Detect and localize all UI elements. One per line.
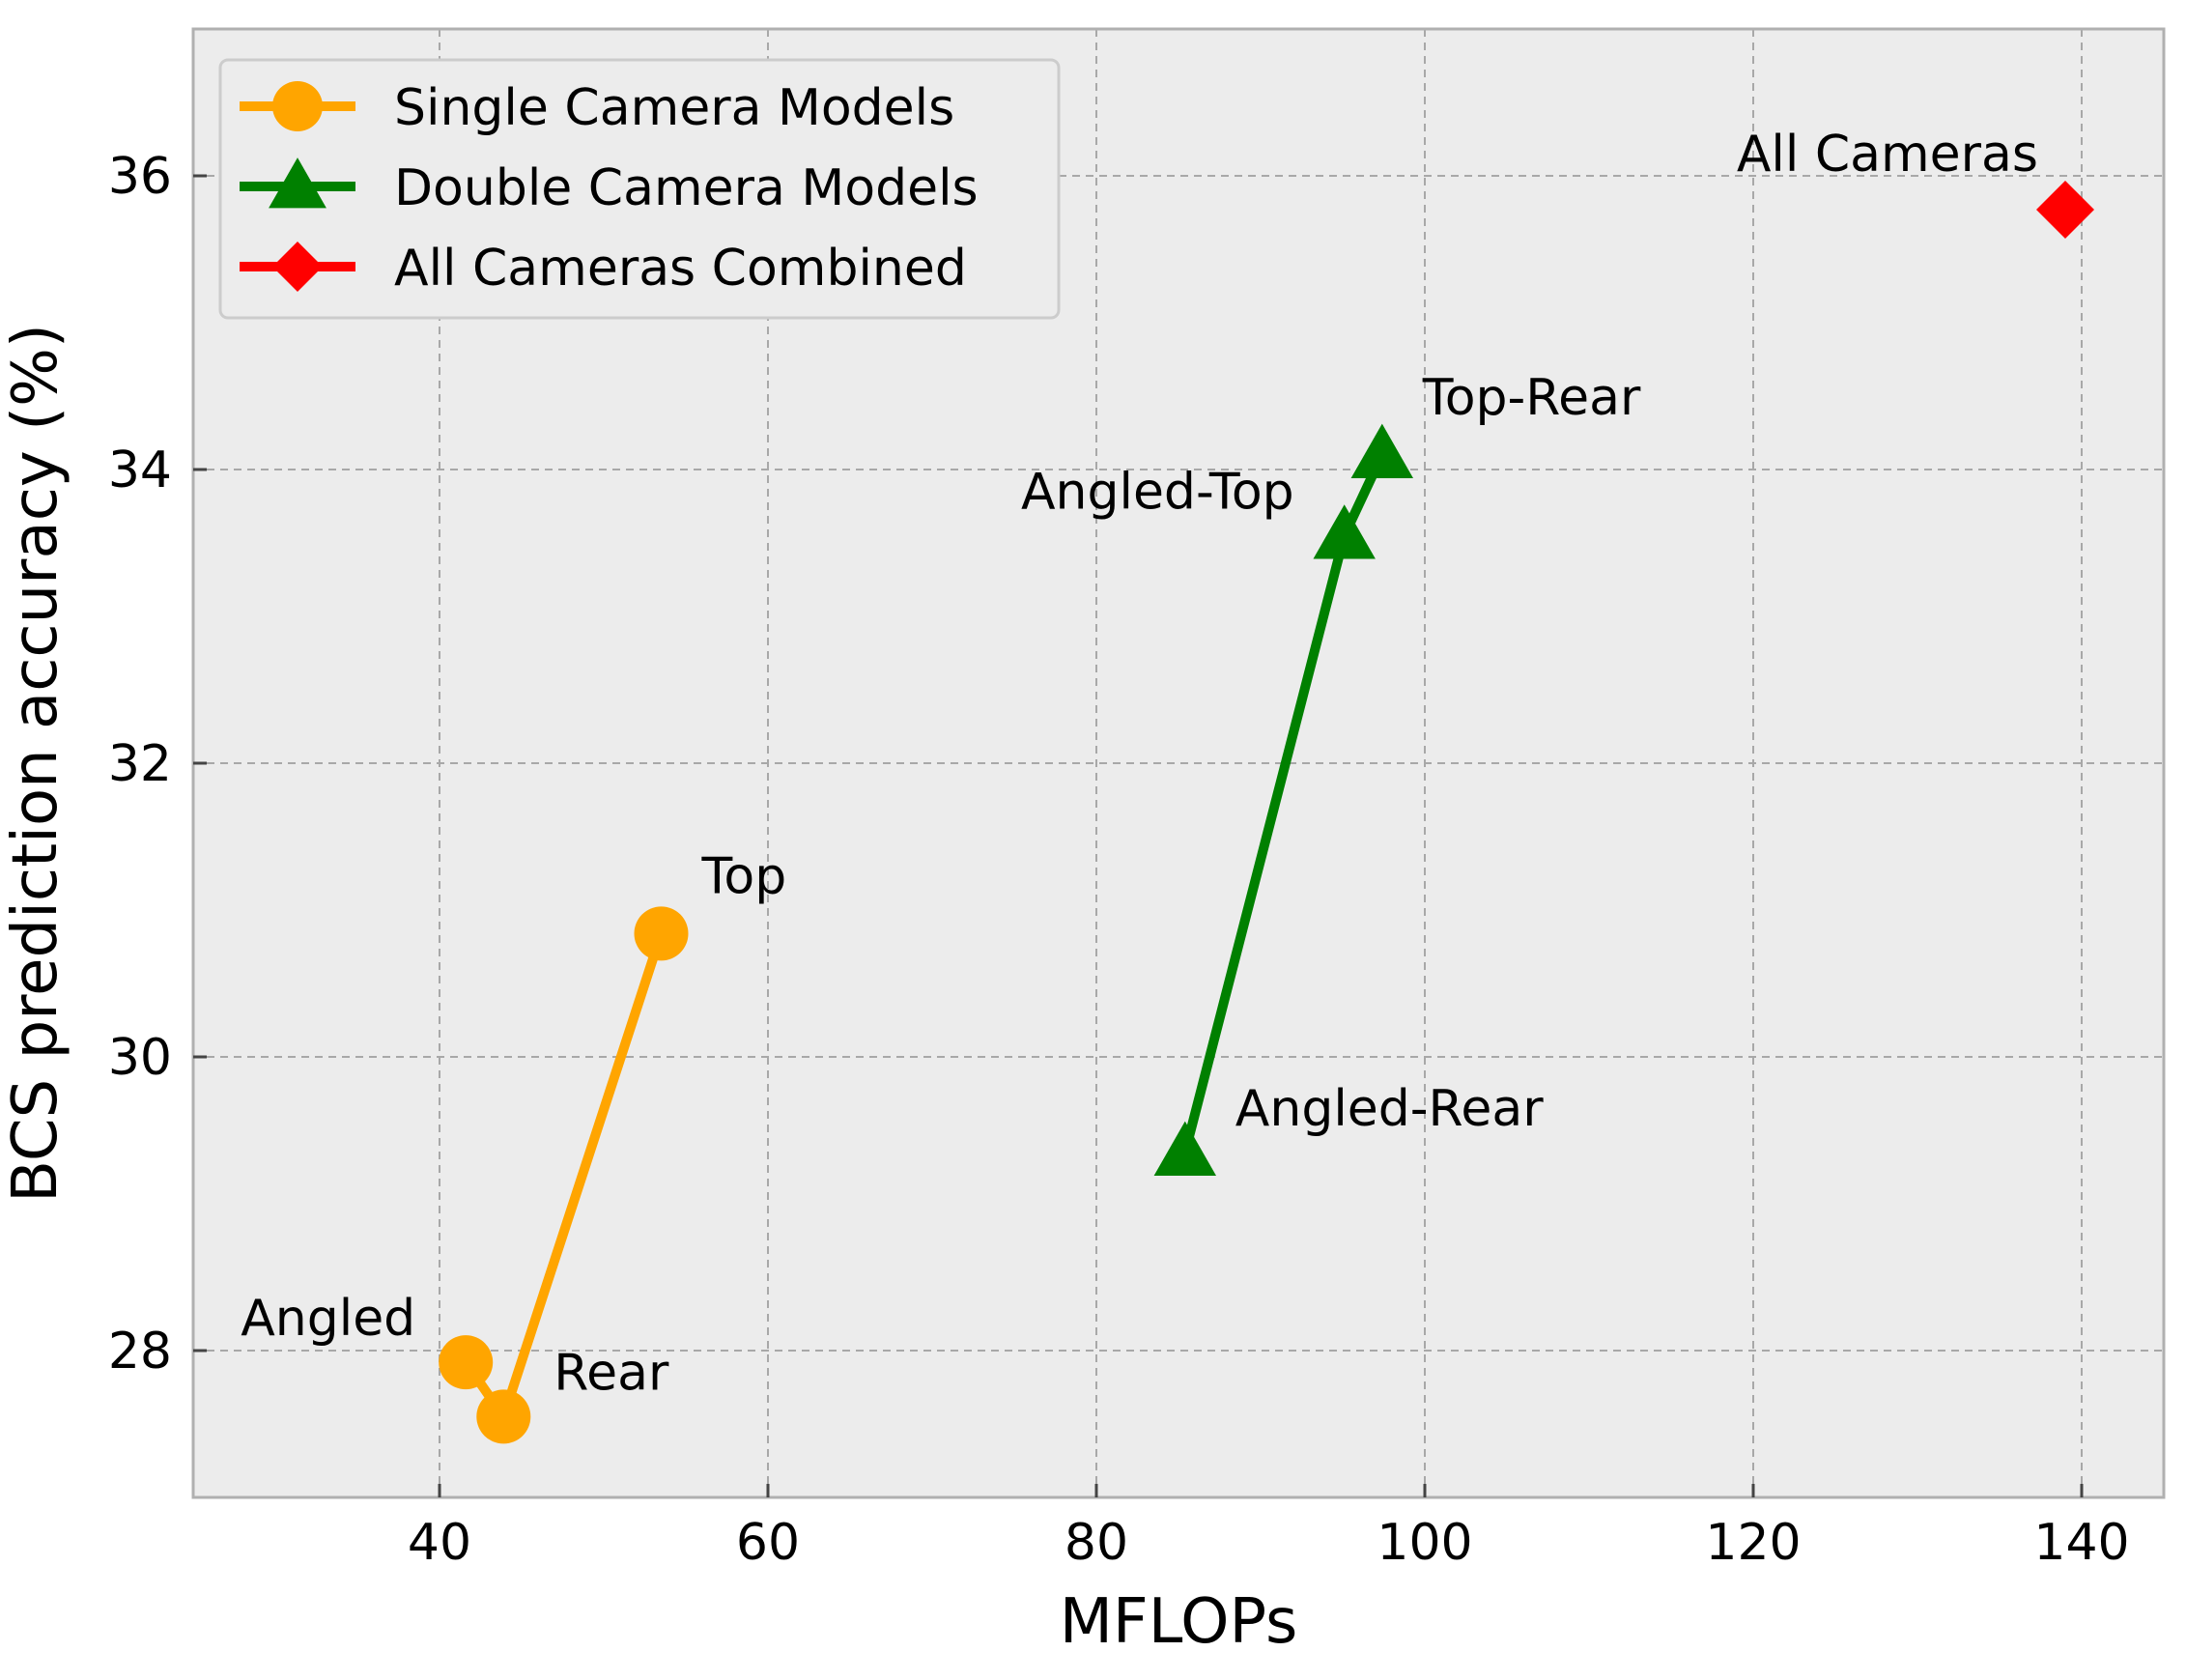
data-point-label: Rear (554, 1344, 669, 1402)
data-point-marker (2036, 180, 2094, 239)
x-axis-label: MFLOPs (1060, 1586, 1298, 1658)
x-tick-label: 100 (1377, 1514, 1472, 1572)
y-tick-label: 32 (108, 735, 172, 793)
x-tick-label: 120 (1705, 1514, 1801, 1572)
legend-marker (272, 242, 323, 292)
data-point-marker (439, 1335, 494, 1390)
legend-entry-label: Double Camera Models (394, 159, 979, 217)
legend-box (218, 58, 1061, 320)
data-point-marker (476, 1389, 531, 1444)
data-point-label: All Cameras (1737, 126, 2038, 184)
data-point-label: Angled-Top (1021, 463, 1294, 521)
y-tick-label: 34 (108, 441, 172, 499)
data-point-label: Top-Rear (1422, 369, 1641, 427)
data-point-marker (1153, 1121, 1216, 1176)
tick-layer: 40 60 80 100 120 140 28 30 32 34 36 (108, 148, 2130, 1572)
data-point-label: Top (701, 847, 787, 905)
x-tick-label: 80 (1065, 1514, 1128, 1572)
data-point-marker (1313, 504, 1376, 559)
data-point-label: Angled-Rear (1235, 1080, 1544, 1138)
legend-entry-label: All Cameras Combined (394, 240, 967, 298)
x-tick-label: 40 (408, 1514, 471, 1572)
legend: Single Camera Models Double Camera Models… (218, 58, 1061, 320)
y-axis-label: BCS prediction accuracy (%) (0, 324, 71, 1203)
x-tick-label: 60 (736, 1514, 800, 1572)
data-point-marker (1350, 423, 1413, 478)
data-point-marker (634, 906, 689, 961)
x-tick-label: 140 (2033, 1514, 2129, 1572)
y-tick-label: 30 (108, 1029, 172, 1087)
point-label-layer: Angled Rear Top Angled-Rear Angled-Top Top-Re… (241, 126, 2038, 1402)
legend-marker (272, 81, 323, 131)
series-layer (439, 180, 2094, 1444)
legend-marker (269, 157, 326, 209)
y-tick-label: 28 (108, 1323, 172, 1381)
legend-entry-label: Single Camera Models (394, 79, 954, 137)
y-tick-label: 36 (108, 148, 172, 206)
data-point-label: Angled (241, 1290, 415, 1348)
